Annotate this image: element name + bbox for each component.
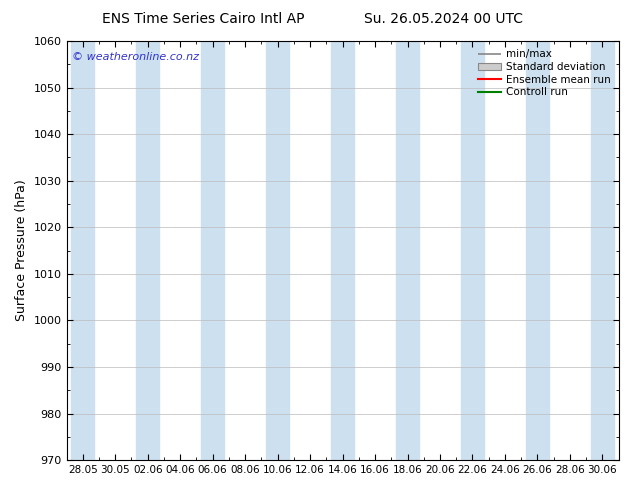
Bar (526, 41, 549, 460)
Bar (136, 41, 159, 460)
Y-axis label: Surface Pressure (hPa): Surface Pressure (hPa) (15, 180, 28, 321)
Bar (72, 41, 94, 460)
Bar (396, 41, 419, 460)
Text: © weatheronline.co.nz: © weatheronline.co.nz (72, 51, 199, 62)
Legend: min/max, Standard deviation, Ensemble mean run, Controll run: min/max, Standard deviation, Ensemble me… (476, 46, 614, 100)
Text: ENS Time Series Cairo Intl AP: ENS Time Series Cairo Intl AP (101, 12, 304, 26)
Bar (331, 41, 354, 460)
Bar (202, 41, 224, 460)
Bar (461, 41, 484, 460)
Bar (266, 41, 289, 460)
Bar (591, 41, 614, 460)
Text: Su. 26.05.2024 00 UTC: Su. 26.05.2024 00 UTC (365, 12, 523, 26)
